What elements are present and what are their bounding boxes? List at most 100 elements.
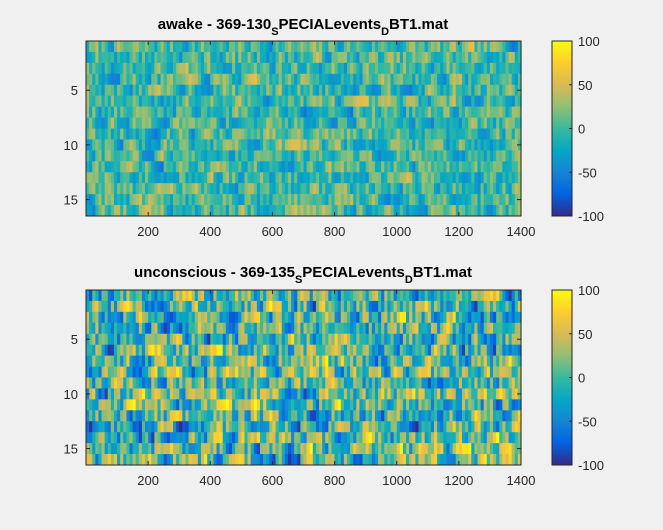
heatmap-cell bbox=[328, 388, 333, 400]
heatmap-cell bbox=[101, 333, 106, 345]
heatmap-cell bbox=[474, 322, 479, 335]
heatmap-cell bbox=[241, 290, 246, 302]
heatmap-cell bbox=[343, 290, 348, 302]
heatmap-cell bbox=[145, 454, 149, 466]
heatmap-cell bbox=[514, 399, 519, 411]
heatmap-cell bbox=[374, 410, 379, 422]
heatmap-cell bbox=[219, 139, 224, 151]
heatmap-cell bbox=[225, 205, 230, 217]
heatmap-cell bbox=[381, 128, 385, 140]
heatmap-cell bbox=[511, 73, 516, 86]
heatmap-cell bbox=[278, 95, 283, 107]
heatmap-cell bbox=[222, 172, 227, 184]
heatmap-cell bbox=[138, 183, 143, 195]
heatmap-cell bbox=[297, 150, 301, 162]
heatmap-cell bbox=[219, 421, 224, 433]
heatmap-cell bbox=[396, 194, 401, 206]
heatmap-cell bbox=[489, 41, 494, 53]
heatmap-cell bbox=[138, 62, 143, 75]
heatmap-cell bbox=[244, 311, 249, 324]
heatmap-cell bbox=[204, 128, 208, 140]
heatmap-cell bbox=[449, 388, 454, 400]
heatmap-cell bbox=[250, 51, 255, 64]
heatmap-cell bbox=[374, 333, 379, 345]
heatmap-cell bbox=[104, 399, 109, 411]
heatmap-cell bbox=[306, 377, 311, 389]
heatmap-cell bbox=[197, 62, 202, 75]
heatmap-cell bbox=[219, 161, 224, 173]
heatmap-cell bbox=[269, 399, 274, 411]
heatmap-cell bbox=[135, 150, 140, 162]
heatmap-cell bbox=[319, 410, 323, 422]
heatmap-cell bbox=[502, 410, 507, 422]
heatmap-cell bbox=[179, 106, 183, 118]
heatmap-cell bbox=[502, 399, 507, 411]
heatmap-cell bbox=[337, 172, 342, 184]
heatmap-cell bbox=[294, 161, 298, 173]
heatmap-cell bbox=[179, 73, 183, 86]
heatmap-cell bbox=[179, 333, 183, 345]
heatmap-cell bbox=[145, 443, 149, 455]
heatmap-cell bbox=[117, 366, 121, 378]
heatmap-cell bbox=[250, 366, 255, 378]
heatmap-cell bbox=[256, 84, 261, 96]
heatmap-cell bbox=[241, 51, 246, 64]
heatmap-cell bbox=[250, 290, 255, 302]
heatmap-cell bbox=[107, 355, 112, 367]
heatmap-cell bbox=[148, 344, 152, 356]
heatmap-cell bbox=[110, 205, 115, 217]
heatmap-cell bbox=[496, 194, 500, 206]
heatmap-cell bbox=[384, 366, 388, 378]
heatmap-cell bbox=[194, 172, 199, 184]
heatmap-cell bbox=[241, 161, 246, 173]
heatmap-cell bbox=[272, 454, 277, 466]
heatmap-cell bbox=[328, 95, 333, 107]
heatmap-cell bbox=[508, 73, 513, 86]
heatmap-cell bbox=[421, 84, 426, 96]
heatmap-cell bbox=[163, 41, 168, 53]
heatmap-cell bbox=[225, 172, 230, 184]
heatmap-cell bbox=[207, 150, 211, 162]
heatmap-cell bbox=[402, 150, 407, 162]
heatmap-cell bbox=[247, 150, 252, 162]
heatmap-cell bbox=[384, 454, 388, 466]
heatmap-cell bbox=[315, 388, 320, 400]
heatmap-cell bbox=[120, 454, 124, 466]
heatmap-cell bbox=[449, 300, 454, 313]
heatmap-cell bbox=[194, 150, 199, 162]
heatmap-cell bbox=[421, 311, 426, 324]
heatmap-cell bbox=[424, 322, 429, 335]
heatmap-cell bbox=[458, 366, 463, 378]
heatmap-cell bbox=[477, 399, 482, 411]
heatmap-cell bbox=[347, 139, 351, 151]
heatmap-cell bbox=[269, 172, 274, 184]
heatmap-cell bbox=[110, 454, 115, 466]
heatmap-cell bbox=[514, 421, 519, 433]
heatmap-cell bbox=[138, 290, 143, 302]
heatmap-cell bbox=[315, 410, 320, 422]
heatmap-cell bbox=[306, 95, 311, 107]
heatmap-cell bbox=[244, 183, 249, 195]
heatmap-cell bbox=[235, 194, 239, 206]
heatmap-cell bbox=[86, 344, 90, 356]
heatmap-cell bbox=[415, 194, 420, 206]
heatmap-cell bbox=[129, 128, 134, 140]
heatmap-cell bbox=[474, 377, 479, 389]
heatmap-cell bbox=[340, 454, 345, 466]
heatmap-cell bbox=[371, 51, 376, 64]
heatmap-cell bbox=[471, 311, 475, 324]
heatmap-cell bbox=[247, 161, 252, 173]
heatmap-cell bbox=[468, 322, 472, 335]
heatmap-cell bbox=[101, 95, 106, 107]
heatmap-cell bbox=[303, 300, 308, 313]
heatmap-cell bbox=[362, 290, 367, 302]
heatmap-cell bbox=[163, 84, 168, 96]
heatmap-cell bbox=[455, 106, 460, 118]
heatmap-cell bbox=[350, 95, 354, 107]
heatmap-cell bbox=[250, 311, 255, 324]
heatmap-cell bbox=[241, 454, 246, 466]
heatmap-cell bbox=[272, 377, 277, 389]
heatmap-cell bbox=[176, 95, 180, 107]
heatmap-cell bbox=[250, 205, 255, 217]
